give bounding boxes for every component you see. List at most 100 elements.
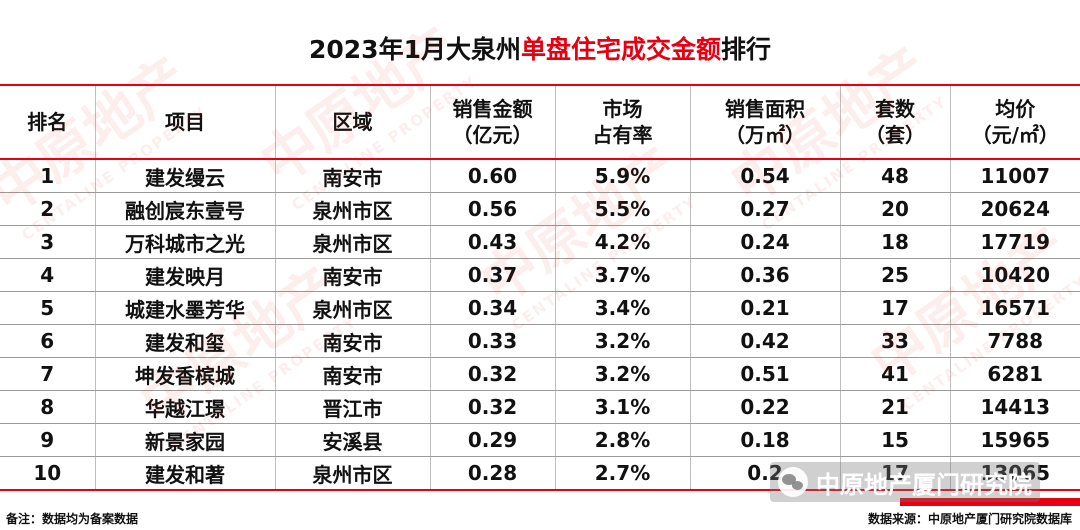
column-header: 项目 <box>94 84 276 160</box>
table-row: 2 融创宸东壹号 泉州市区 0.56 5.5% 0.27 20 20624 <box>0 192 1080 226</box>
table-row: 9 新景家园 安溪县 0.29 2.8% 0.18 15 15965 <box>0 423 1080 457</box>
market-share-cell: 5.9% <box>554 159 691 193</box>
column-header-line1: 排名 <box>27 110 68 134</box>
project-cell: 建发和玺 <box>94 324 276 358</box>
project-cell: 坤发香槟城 <box>94 357 276 391</box>
sales-amount-cell: 0.60 <box>429 159 556 193</box>
rank-cell: 6 <box>0 324 96 358</box>
rank-cell: 10 <box>0 456 96 491</box>
market-share-cell: 3.7% <box>554 258 691 292</box>
region-cell: 南安市 <box>274 159 431 193</box>
units-cell: 33 <box>839 324 951 358</box>
region-cell: 泉州市区 <box>274 192 431 226</box>
title-highlight: 单盘住宅成交金额 <box>520 35 721 64</box>
column-header-line2: （亿元） <box>452 123 533 147</box>
project-cell: 建发缦云 <box>94 159 276 193</box>
column-header-line2: （套） <box>865 123 925 147</box>
avg-price-cell: 16571 <box>949 291 1080 325</box>
units-cell: 18 <box>839 225 951 259</box>
rank-cell: 2 <box>0 192 96 226</box>
table-row: 1 建发缦云 南安市 0.60 5.9% 0.54 48 11007 <box>0 159 1080 193</box>
sales-amount-cell: 0.56 <box>429 192 556 226</box>
sales-area-cell: 0.42 <box>689 324 841 358</box>
page-title: 2023年1月大泉州单盘住宅成交金额排行 <box>0 30 1080 70</box>
units-cell: 20 <box>839 192 951 226</box>
title-prefix: 2023年1月大泉州 <box>308 35 521 64</box>
footer-note: 备注：数据均为备案数据 <box>6 512 139 526</box>
market-share-cell: 4.2% <box>554 225 691 259</box>
units-cell: 17 <box>839 291 951 325</box>
sales-area-cell: 0.2 <box>689 456 841 491</box>
rank-cell: 1 <box>0 159 96 193</box>
rank-cell: 9 <box>0 423 96 457</box>
project-cell: 建发和著 <box>94 456 276 491</box>
market-share-cell: 5.5% <box>554 192 691 226</box>
units-cell: 15 <box>839 423 951 457</box>
column-header-line1: 项目 <box>165 110 205 134</box>
column-header-line1: 均价 <box>995 97 1036 121</box>
sales-area-cell: 0.22 <box>689 390 841 424</box>
sales-area-cell: 0.21 <box>689 291 841 325</box>
sales-amount-cell: 0.29 <box>429 423 556 457</box>
column-header-line1: 市场 <box>602 97 643 121</box>
column-header: 销售金额 （亿元） <box>429 84 556 160</box>
units-cell: 48 <box>839 159 951 193</box>
table-row: 7 坤发香槟城 南安市 0.32 3.2% 0.51 41 6281 <box>0 357 1080 391</box>
rank-cell: 4 <box>0 258 96 292</box>
column-header: 排名 <box>0 84 96 160</box>
sales-area-cell: 0.18 <box>689 423 841 457</box>
region-cell: 泉州市区 <box>274 291 431 325</box>
project-cell: 建发映月 <box>94 258 276 292</box>
footer-source: 数据来源：中原地产厦门研究院数据库 <box>867 512 1072 526</box>
column-header-line1: 区域 <box>332 110 373 134</box>
project-cell: 万科城市之光 <box>94 225 276 259</box>
sales-area-cell: 0.36 <box>689 258 841 292</box>
rank-cell: 8 <box>0 390 96 424</box>
avg-price-cell: 14413 <box>949 390 1080 424</box>
avg-price-cell: 17719 <box>949 225 1080 259</box>
table-body: 1 建发缦云 南安市 0.60 5.9% 0.54 48 11007 2 融创宸东壹号 泉州市区 0.… <box>0 159 1080 491</box>
column-header-line1: 销售金额 <box>452 97 533 121</box>
wechat-badge: 中原地产厦门研究院 <box>770 462 1040 502</box>
units-cell: 41 <box>839 357 951 391</box>
column-header: 均价 （元/㎡） <box>949 84 1080 160</box>
avg-price-cell: 15965 <box>949 423 1080 457</box>
sales-amount-cell: 0.34 <box>429 291 556 325</box>
market-share-cell: 3.2% <box>554 357 691 391</box>
column-header-line2: （万㎡） <box>725 123 805 147</box>
ranking-table: 排名 项目 区域 销售金额 （亿元） 市场 占有率 销售面积 （万㎡） 套数 （套） 均价 （元/㎡） … <box>0 84 1080 491</box>
sales-amount-cell: 0.33 <box>429 324 556 358</box>
table-row: 6 建发和玺 南安市 0.33 3.2% 0.42 33 7788 <box>0 324 1080 358</box>
project-cell: 新景家园 <box>94 423 276 457</box>
market-share-cell: 3.2% <box>554 324 691 358</box>
avg-price-cell: 20624 <box>949 192 1080 226</box>
region-cell: 泉州市区 <box>274 225 431 259</box>
table-header-row: 排名 项目 区域 销售金额 （亿元） 市场 占有率 销售面积 （万㎡） 套数 （套） 均价 （元/㎡） <box>0 84 1080 160</box>
market-share-cell: 2.7% <box>554 456 691 491</box>
region-cell: 晋江市 <box>274 390 431 424</box>
table-row: 4 建发映月 南安市 0.37 3.7% 0.36 25 10420 <box>0 258 1080 292</box>
avg-price-cell: 6281 <box>949 357 1080 391</box>
sales-amount-cell: 0.32 <box>429 390 556 424</box>
region-cell: 安溪县 <box>274 423 431 457</box>
rank-cell: 3 <box>0 225 96 259</box>
table-row: 5 城建水墨芳华 泉州市区 0.34 3.4% 0.21 17 16571 <box>0 291 1080 325</box>
rank-cell: 7 <box>0 357 96 391</box>
region-cell: 南安市 <box>274 357 431 391</box>
table-row: 10 建发和著 泉州市区 0.28 2.7% 0.2 17 13065 <box>0 456 1080 491</box>
column-header-line1: 套数 <box>875 97 915 121</box>
sales-amount-cell: 0.32 <box>429 357 556 391</box>
column-header: 套数 （套） <box>839 84 951 160</box>
title-suffix: 排行 <box>720 35 771 64</box>
region-cell: 南安市 <box>274 324 431 358</box>
decorative-red-bar <box>900 498 1080 506</box>
table-row: 8 华越江璟 晋江市 0.32 3.1% 0.22 21 14413 <box>0 390 1080 424</box>
market-share-cell: 3.1% <box>554 390 691 424</box>
wechat-icon <box>778 467 808 497</box>
column-header-line2: 占有率 <box>592 123 653 147</box>
market-share-cell: 3.4% <box>554 291 691 325</box>
project-cell: 城建水墨芳华 <box>94 291 276 325</box>
column-header-line1: 销售面积 <box>725 97 805 121</box>
column-header: 销售面积 （万㎡） <box>689 84 841 160</box>
sales-area-cell: 0.54 <box>689 159 841 193</box>
